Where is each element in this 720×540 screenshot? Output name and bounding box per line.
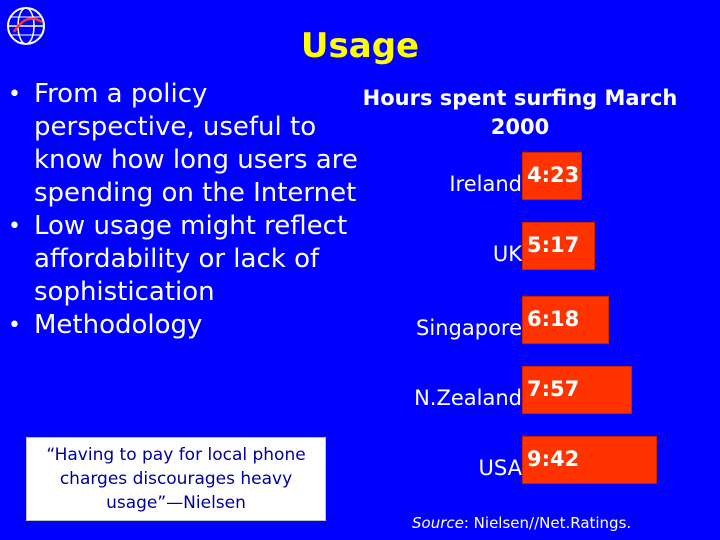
itu-logo-icon <box>7 7 45 45</box>
bullet-text: From a policy perspective, useful to kno… <box>34 79 358 208</box>
bar: 6:18 <box>522 296 609 344</box>
bullet-item: • Methodology <box>8 309 368 342</box>
bar-row: UK 5:17 <box>360 218 680 270</box>
bar-value-label: 5:17 <box>527 233 580 257</box>
bar-value-label: 4:23 <box>527 163 580 187</box>
bar-category-label: UK <box>492 242 522 266</box>
bar: 4:23 <box>522 152 582 200</box>
bar-row: N.Zealand 7:57 <box>360 362 680 414</box>
bullet-text: Methodology <box>34 310 203 340</box>
source-label: Source <box>412 514 464 532</box>
bar-value-label: 7:57 <box>527 377 580 401</box>
bullet-item: • From a policy perspective, useful to kn… <box>8 78 368 210</box>
bullet-dot-icon: • <box>8 82 21 107</box>
bar: 7:57 <box>522 366 632 414</box>
bullet-text: Low usage might reflect affordability or… <box>34 211 348 307</box>
bar-row: Ireland 4:23 <box>360 148 680 200</box>
bar-category-label: Singapore <box>416 316 522 340</box>
bar-value-label: 9:42 <box>527 447 580 471</box>
bullet-dot-icon: • <box>8 313 21 338</box>
bullet-item: • Low usage might reflect affordability o… <box>8 210 368 309</box>
chart-title: Hours spent surfing March 2000 <box>362 86 678 139</box>
bar-category-label: N.Zealand <box>414 386 522 410</box>
bar: 5:17 <box>522 222 595 270</box>
bar: 9:42 <box>522 436 657 484</box>
bar-row: Singapore 6:18 <box>360 292 680 344</box>
bullet-list: • From a policy perspective, useful to kn… <box>8 78 368 342</box>
source-text: : Nielsen//Net.Ratings. <box>463 514 632 532</box>
bar-category-label: USA <box>478 456 522 480</box>
bullet-dot-icon: • <box>8 214 21 239</box>
quote-box: “Having to pay for local phone charges d… <box>26 437 326 521</box>
quote-text: “Having to pay for local phone charges d… <box>46 445 306 513</box>
bar-row: USA 9:42 <box>360 432 680 484</box>
slide-title: Usage <box>300 26 420 66</box>
bar-category-label: Ireland <box>449 172 522 196</box>
bar-value-label: 6:18 <box>527 307 580 331</box>
source-note: Source: Nielsen//Net.Ratings. <box>412 514 631 532</box>
